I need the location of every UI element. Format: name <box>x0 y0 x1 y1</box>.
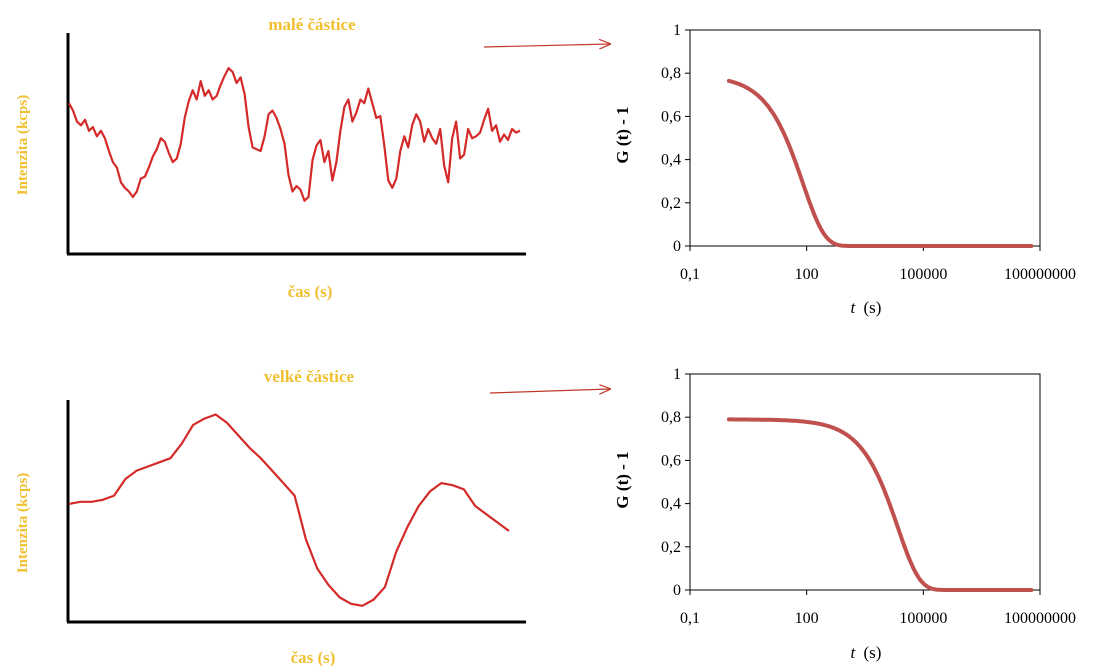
y-axis-label: Intenzita (kcps) <box>15 473 31 573</box>
y-axis-label: G (t) - 1 <box>613 106 632 163</box>
x-tick-label: 100000000 <box>1004 266 1076 283</box>
y-tick-label: 0,8 <box>661 65 681 82</box>
large-particles-intensity-chart: velké částice Intenzita (kcps) čas (s) <box>15 367 526 666</box>
y-tick-label: 1 <box>673 366 681 383</box>
small-particles-intensity-chart: malé částice Intenzita (kcps) čas (s) <box>15 15 526 301</box>
x-tick-label: 100000000 <box>1004 610 1076 627</box>
correlation-series-line <box>726 417 1034 592</box>
arrow-bottom <box>489 389 610 393</box>
x-tick-labels: 0,1 100 100000 100000000 <box>680 590 1076 627</box>
y-tick-label: 0 <box>673 238 681 255</box>
small-particles-correlation-chart: 0 0,2 0,4 0,6 0,8 1 0,1 100 100000 100000000 G (… <box>613 22 1076 317</box>
y-axis-label: Intenzita (kcps) <box>15 95 31 195</box>
y-axis-label: G (t) - 1 <box>613 451 632 508</box>
y-tick-label: 0,2 <box>661 195 681 212</box>
chart-title: malé částice <box>268 15 356 34</box>
y-tick-labels: 0 0,2 0,4 0,6 0,8 1 <box>661 22 690 255</box>
intensity-series-line <box>68 413 510 607</box>
y-tick-label: 0,2 <box>661 539 681 556</box>
plot-frame <box>689 373 1041 591</box>
chart-title: velké částice <box>264 367 355 386</box>
arrow-top <box>483 44 610 47</box>
x-axis-label: čas (s) <box>291 648 336 666</box>
x-axis-label: čas (s) <box>288 282 333 301</box>
x-tick-label: 100 <box>795 610 819 627</box>
x-axis-label: t (s) <box>851 643 882 662</box>
large-particles-correlation-chart: 0 0,2 0,4 0,6 0,8 1 0,1 100 100000 100000000 G (… <box>613 366 1076 662</box>
y-tick-label: 0,6 <box>661 452 681 469</box>
x-tick-label: 100000 <box>899 610 947 627</box>
x-tick-label: 100 <box>795 266 819 283</box>
y-tick-label: 0,4 <box>661 152 681 169</box>
y-tick-label: 0,4 <box>661 496 681 513</box>
x-tick-labels: 0,1 100 100000 100000000 <box>680 246 1076 283</box>
correlation-series-line <box>726 78 1034 248</box>
x-tick-label: 0,1 <box>680 610 700 627</box>
plot-frame <box>689 29 1041 247</box>
y-tick-labels: 0 0,2 0,4 0,6 0,8 1 <box>661 366 690 599</box>
x-axis-label: t (s) <box>851 298 882 317</box>
y-tick-label: 0,8 <box>661 409 681 426</box>
x-tick-label: 0,1 <box>680 266 700 283</box>
intensity-series-line <box>68 67 521 202</box>
y-tick-label: 0,6 <box>661 108 681 125</box>
x-tick-label: 100000 <box>899 266 947 283</box>
y-tick-label: 1 <box>673 22 681 39</box>
y-tick-label: 0 <box>673 582 681 599</box>
